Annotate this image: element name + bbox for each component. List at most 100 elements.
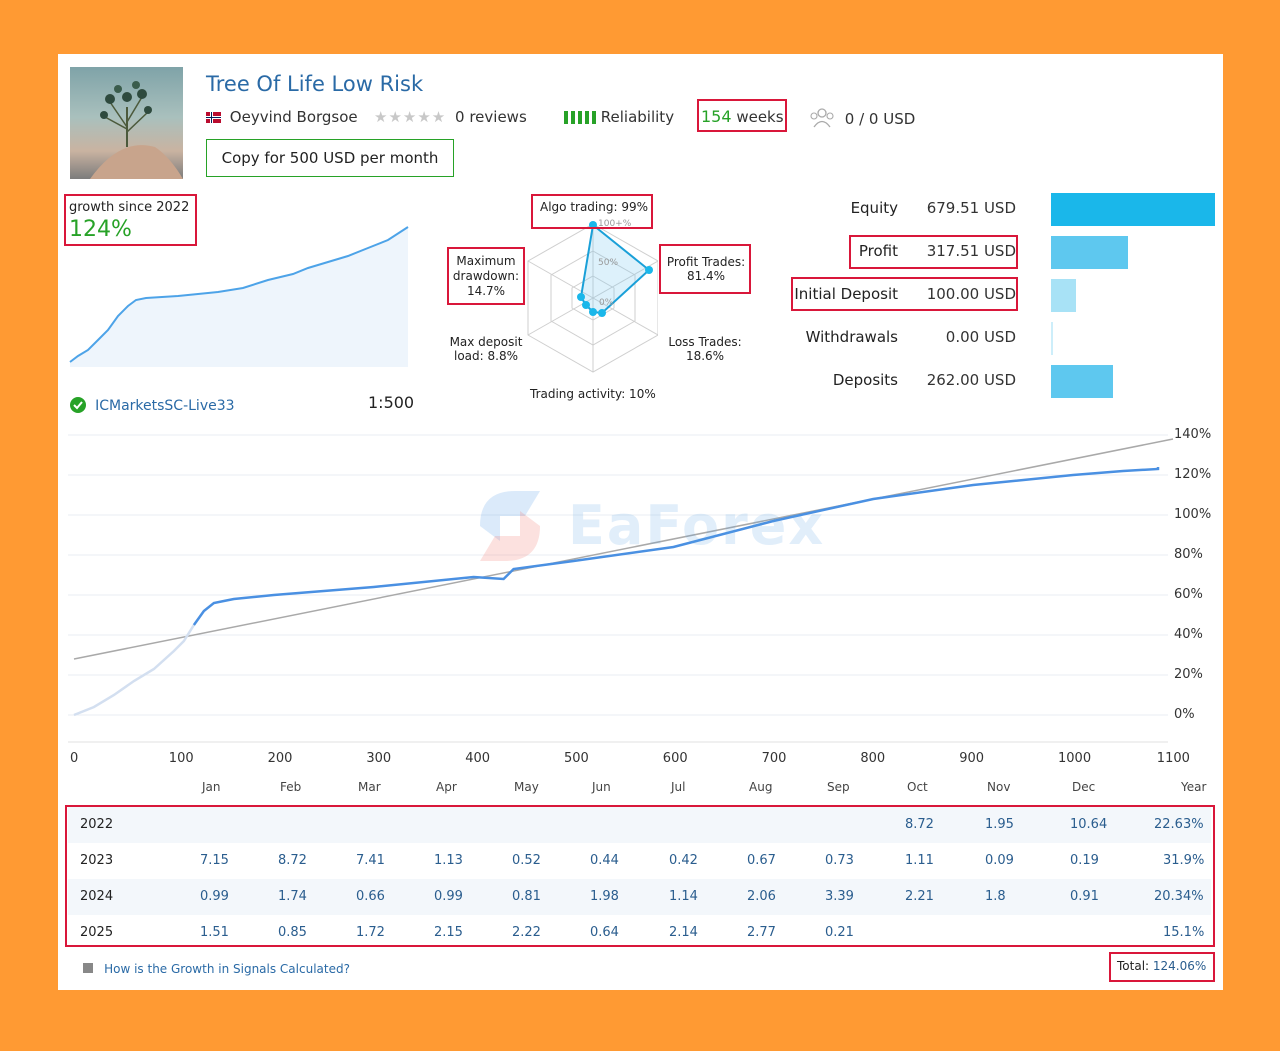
table-row: 2024 0.99 1.74 0.66 0.99 0.81 1.98 1.14 2.06 3.39… bbox=[68, 879, 1211, 915]
leverage: 1:500 bbox=[368, 393, 415, 412]
month-value-cell[interactable]: 2.21 bbox=[905, 889, 934, 904]
month-value-cell[interactable]: 1.14 bbox=[669, 889, 698, 904]
stat-bar bbox=[1051, 279, 1076, 312]
month-value-cell[interactable]: 0.19 bbox=[1070, 853, 1099, 868]
avatar bbox=[70, 67, 183, 179]
month-value-cell[interactable]: 2.77 bbox=[747, 925, 776, 940]
copy-button[interactable]: Copy for 500 USD per month bbox=[206, 139, 454, 177]
help-row[interactable]: How is the Growth in Signals Calculated? bbox=[83, 958, 350, 977]
author-row[interactable]: Oeyvind Borgsoe bbox=[206, 108, 358, 126]
radar-profit-label: Profit Trades: bbox=[666, 255, 746, 269]
month-value-cell[interactable]: 1.13 bbox=[434, 853, 463, 868]
stat-label: Withdrawals bbox=[805, 328, 898, 346]
month-label: Dec bbox=[1072, 780, 1096, 794]
month-value-cell[interactable]: 0.85 bbox=[278, 925, 307, 940]
month-value-cell[interactable]: 8.72 bbox=[905, 817, 934, 832]
month-value-cell[interactable]: 2.06 bbox=[747, 889, 776, 904]
month-value-cell[interactable]: 0.09 bbox=[985, 853, 1014, 868]
author-name[interactable]: Oeyvind Borgsoe bbox=[229, 108, 358, 126]
subscribers-icon bbox=[810, 108, 834, 132]
stat-label: Profit bbox=[858, 242, 898, 260]
stat-bar bbox=[1051, 236, 1128, 269]
month-value-cell[interactable]: 1.8 bbox=[985, 889, 1006, 904]
year-cell: 2025 bbox=[80, 925, 114, 940]
month-value-cell[interactable]: 0.67 bbox=[747, 853, 776, 868]
y-tick-label: 140% bbox=[1174, 427, 1212, 442]
month-value-cell[interactable]: 0.66 bbox=[356, 889, 385, 904]
trend-line bbox=[73, 438, 1174, 660]
total-highlight bbox=[1109, 952, 1215, 982]
month-label: Year bbox=[1181, 780, 1207, 794]
radar-ring-50: 50% bbox=[598, 258, 619, 268]
x-tick-label: 800 bbox=[860, 751, 886, 766]
month-label: Feb bbox=[280, 780, 302, 794]
help-link[interactable]: How is the Growth in Signals Calculated? bbox=[104, 962, 350, 976]
growth-value: 124% bbox=[69, 217, 132, 242]
month-value-cell[interactable]: 0.44 bbox=[590, 853, 619, 868]
growth-sparkline bbox=[69, 226, 409, 367]
table-row: 2025 1.51 0.85 1.72 2.15 2.22 0.64 2.14 2.77 0.21… bbox=[68, 915, 1211, 951]
reliability-label: Reliability bbox=[600, 108, 675, 126]
stat-bar bbox=[1051, 365, 1113, 398]
year-total-cell: 20.34% bbox=[1154, 889, 1204, 904]
month-value-cell[interactable]: 2.14 bbox=[669, 925, 698, 940]
x-tick-label: 400 bbox=[465, 751, 491, 766]
month-value-cell[interactable]: 0.91 bbox=[1070, 889, 1099, 904]
flag-norway-icon bbox=[206, 112, 221, 123]
stat-label: Deposits bbox=[832, 371, 898, 389]
rating[interactable]: ★★★★★ 0 reviews bbox=[374, 108, 527, 126]
month-value-cell[interactable]: 10.64 bbox=[1070, 817, 1108, 832]
broker-row[interactable]: ICMarketsSC-Live33 bbox=[70, 395, 235, 417]
initial-deposit-highlight bbox=[791, 277, 1018, 311]
month-value-cell[interactable]: 1.11 bbox=[905, 853, 934, 868]
radar-profit: Profit Trades: 81.4% bbox=[666, 255, 746, 283]
year-cell: 2024 bbox=[80, 889, 114, 904]
month-value-cell[interactable]: 1.51 bbox=[200, 925, 229, 940]
algo-highlight bbox=[531, 194, 653, 229]
reliability-bars-icon bbox=[564, 110, 596, 128]
signal-title[interactable]: Tree Of Life Low Risk bbox=[206, 72, 424, 96]
x-tick-label: 200 bbox=[267, 751, 293, 766]
broker-name[interactable]: ICMarketsSC-Live33 bbox=[95, 398, 235, 414]
month-value-cell[interactable]: 0.21 bbox=[825, 925, 854, 940]
month-value-cell[interactable]: 1.72 bbox=[356, 925, 385, 940]
y-tick-label: 60% bbox=[1174, 587, 1203, 602]
profit-trades-highlight bbox=[659, 244, 751, 294]
total-value: 124.06% bbox=[1152, 959, 1207, 973]
radar-ring-100: 100+% bbox=[598, 219, 632, 229]
subscribers-value: 0 / 0 USD bbox=[844, 110, 916, 128]
year-cell: 2023 bbox=[80, 853, 114, 868]
table-row: 2022 8.72 1.95 10.64 22.63% bbox=[68, 807, 1211, 843]
month-value-cell[interactable]: 7.41 bbox=[356, 853, 385, 868]
month-value-cell[interactable]: 0.64 bbox=[590, 925, 619, 940]
month-value-cell[interactable]: 1.74 bbox=[278, 889, 307, 904]
month-value-cell[interactable]: 2.15 bbox=[434, 925, 463, 940]
month-value-cell[interactable]: 3.39 bbox=[825, 889, 854, 904]
x-tick-label: 1000 bbox=[1058, 751, 1092, 766]
month-value-cell[interactable]: 2.22 bbox=[512, 925, 541, 940]
stat-bar bbox=[1051, 193, 1215, 226]
month-value-cell[interactable]: 7.15 bbox=[200, 853, 229, 868]
month-value-cell[interactable]: 0.99 bbox=[200, 889, 229, 904]
radar-drawdown-label-1: Maximum bbox=[456, 254, 516, 268]
y-tick-label: 100% bbox=[1174, 507, 1212, 522]
month-value-cell[interactable]: 0.42 bbox=[669, 853, 698, 868]
month-value-cell[interactable]: 0.73 bbox=[825, 853, 854, 868]
month-label: Jul bbox=[671, 780, 686, 794]
reviews-count[interactable]: 0 reviews bbox=[455, 108, 527, 126]
month-value-cell[interactable]: 8.72 bbox=[278, 853, 307, 868]
drawdown-highlight bbox=[447, 247, 525, 305]
radar-ring-0: 0% bbox=[599, 298, 614, 308]
month-value-cell[interactable]: 1.98 bbox=[590, 889, 619, 904]
month-value-cell[interactable]: 0.99 bbox=[434, 889, 463, 904]
series-line bbox=[192, 467, 1160, 626]
subscribers: 0 / 0 USD bbox=[810, 108, 915, 132]
stat-value: 262.00 USD bbox=[926, 371, 1016, 389]
month-value-cell[interactable]: 0.52 bbox=[512, 853, 541, 868]
month-value-cell[interactable]: 1.95 bbox=[985, 817, 1014, 832]
x-tick-label: 900 bbox=[959, 751, 985, 766]
year-total-cell: 15.1% bbox=[1163, 925, 1205, 940]
month-value-cell[interactable]: 0.81 bbox=[512, 889, 541, 904]
month-label: Apr bbox=[436, 780, 457, 794]
year-total-cell: 31.9% bbox=[1163, 853, 1205, 868]
